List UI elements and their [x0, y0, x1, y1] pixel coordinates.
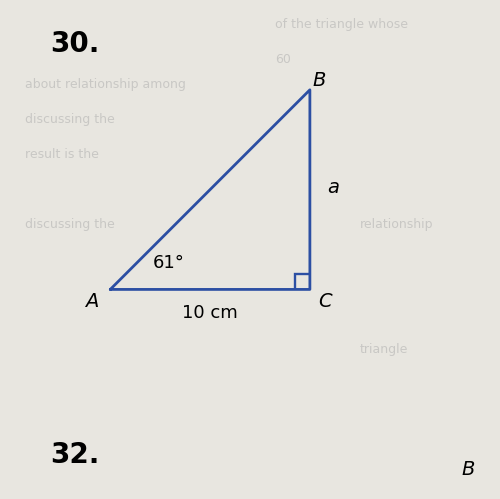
Text: C: C [318, 292, 332, 311]
Text: a: a [328, 178, 340, 197]
Text: 61°: 61° [152, 254, 184, 272]
Text: of the triangle whose: of the triangle whose [275, 18, 408, 31]
Text: 60: 60 [275, 53, 291, 66]
Text: B: B [461, 460, 474, 479]
Text: about relationship among: about relationship among [26, 78, 186, 91]
Text: relationship: relationship [360, 218, 434, 231]
Text: B: B [312, 71, 326, 90]
Text: triangle: triangle [360, 343, 408, 356]
Text: discussing the: discussing the [26, 113, 115, 126]
Text: 30.: 30. [50, 30, 100, 58]
Text: 32.: 32. [50, 441, 100, 469]
Text: A: A [84, 292, 98, 311]
Text: 10 cm: 10 cm [182, 304, 238, 322]
Text: discussing the: discussing the [26, 218, 115, 231]
Text: result is the: result is the [26, 148, 100, 161]
